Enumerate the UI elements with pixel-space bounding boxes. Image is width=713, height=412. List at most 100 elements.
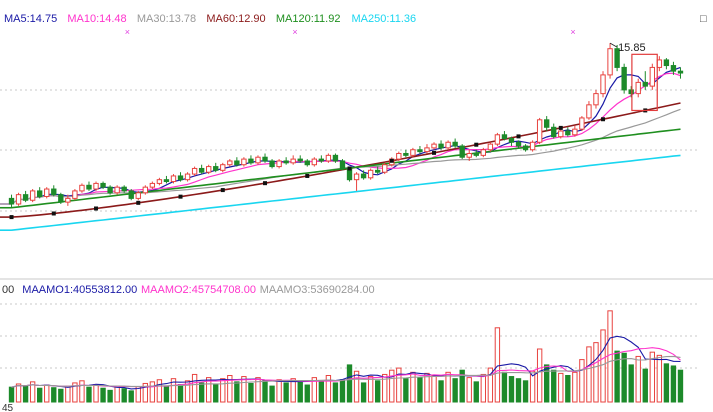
candle-body <box>290 158 296 164</box>
volume-bar-48 <box>346 364 353 403</box>
volume-bottom-label: 45 <box>2 403 14 412</box>
volume-bar-5 <box>44 384 50 403</box>
candle-53 <box>382 162 388 175</box>
candle-87 <box>621 63 627 94</box>
top-mark-0: × <box>125 27 130 37</box>
candle-86 <box>614 44 620 72</box>
volume-bar-71 <box>508 376 515 403</box>
candle-body <box>663 59 670 67</box>
candle-body <box>206 166 212 173</box>
candle-body <box>15 194 22 205</box>
candle-36 <box>262 153 268 163</box>
candle-body <box>487 143 494 151</box>
candle-21 <box>156 177 163 186</box>
candle-66 <box>473 149 479 158</box>
candle-body <box>551 126 557 138</box>
candle-46 <box>332 153 339 163</box>
ma60-marker <box>9 215 14 220</box>
volume-bar-87 <box>621 352 627 403</box>
volume-bar-63 <box>452 378 458 403</box>
candle-body <box>565 130 571 136</box>
candle-91 <box>649 63 655 90</box>
ma-markers <box>9 108 648 220</box>
candle-body <box>522 145 529 151</box>
legend-entry-3: MA60:12.90 <box>206 13 265 25</box>
candle-body <box>508 138 515 143</box>
candle-17 <box>128 189 134 201</box>
volume-bar-23 <box>170 378 177 403</box>
candle-40 <box>290 155 296 165</box>
volume-ma1-line <box>11 335 681 390</box>
volume-legend: 00 MAAMO1:40553812.00 MAAMO2:45754708.00 MA… <box>2 284 375 296</box>
volume-bar-55 <box>396 367 402 403</box>
candle-body <box>241 158 247 166</box>
candle-15 <box>114 185 120 195</box>
volume-bar-42 <box>304 384 310 403</box>
volume-bar-31 <box>227 375 233 403</box>
candle-22 <box>163 175 170 184</box>
ma60-marker <box>136 200 141 205</box>
candle-body <box>234 160 240 166</box>
candle-3 <box>29 189 36 203</box>
legend-entry-0: MA5:14.75 <box>4 13 57 25</box>
candle-body <box>642 81 648 87</box>
ma60-marker <box>263 181 268 186</box>
candle-57 <box>410 147 416 158</box>
candle-body <box>424 147 430 153</box>
candle-19 <box>142 185 148 195</box>
candle-2 <box>22 190 29 203</box>
volume-bar-2 <box>22 385 29 403</box>
candle-body <box>311 158 317 166</box>
candle-body <box>382 164 388 173</box>
volume-bar-90 <box>642 368 648 403</box>
volume-bar-33 <box>241 376 247 403</box>
volume-panel: 00 MAAMO1:40553812.00 MAAMO2:45754708.00 MA… <box>0 284 700 412</box>
ma60-marker <box>558 125 563 130</box>
candle-85 <box>607 43 613 79</box>
candle-44 <box>318 155 325 163</box>
ma60-marker <box>178 194 183 199</box>
candle-body <box>58 194 64 203</box>
candle-28 <box>206 164 212 175</box>
candle-body <box>607 48 613 76</box>
candle-body <box>142 186 148 194</box>
volume-ma3-line <box>11 355 681 388</box>
candle-body <box>262 156 268 162</box>
top-mark-1: × <box>292 27 297 37</box>
candle-body <box>473 152 479 156</box>
candle-body <box>72 190 78 199</box>
candle-71 <box>508 136 515 146</box>
candle-49 <box>353 172 360 191</box>
volume-bar-19 <box>142 382 148 403</box>
candle-64 <box>459 144 465 160</box>
legend-entry-4: MA120:11.92 <box>276 13 341 25</box>
candle-7 <box>58 192 64 204</box>
candle-39 <box>283 157 289 165</box>
candle-42 <box>304 159 310 167</box>
volume-bar-29 <box>213 383 219 403</box>
volume-bar-88 <box>628 364 634 403</box>
volume-bar-84 <box>600 329 606 403</box>
candle-body <box>529 141 536 151</box>
candle-body <box>586 104 592 119</box>
candle-55 <box>396 151 402 161</box>
candle-0 <box>8 194 15 208</box>
candle-body <box>670 65 677 72</box>
candle-77 <box>551 123 557 139</box>
candle-14 <box>107 185 113 195</box>
volume-legend-entry-2: MAAMO2:45754708.00 <box>141 284 256 296</box>
price-legend: MA5:14.75 MA10:14.48 MA30:13.78 MA60:12.90 M… <box>4 13 416 25</box>
volume-bar-41 <box>297 380 303 403</box>
candle-56 <box>403 149 409 158</box>
volume-bar-83 <box>593 342 599 403</box>
candle-body <box>459 145 465 158</box>
candle-30 <box>220 162 226 173</box>
volume-bar-53 <box>382 373 388 403</box>
ma60-marker <box>220 188 225 193</box>
candle-body <box>452 141 458 147</box>
candle-body <box>86 184 92 190</box>
candle-body <box>332 154 339 162</box>
candle-body <box>494 134 501 145</box>
volume-bar-39 <box>283 382 289 403</box>
candle-body <box>339 160 346 169</box>
